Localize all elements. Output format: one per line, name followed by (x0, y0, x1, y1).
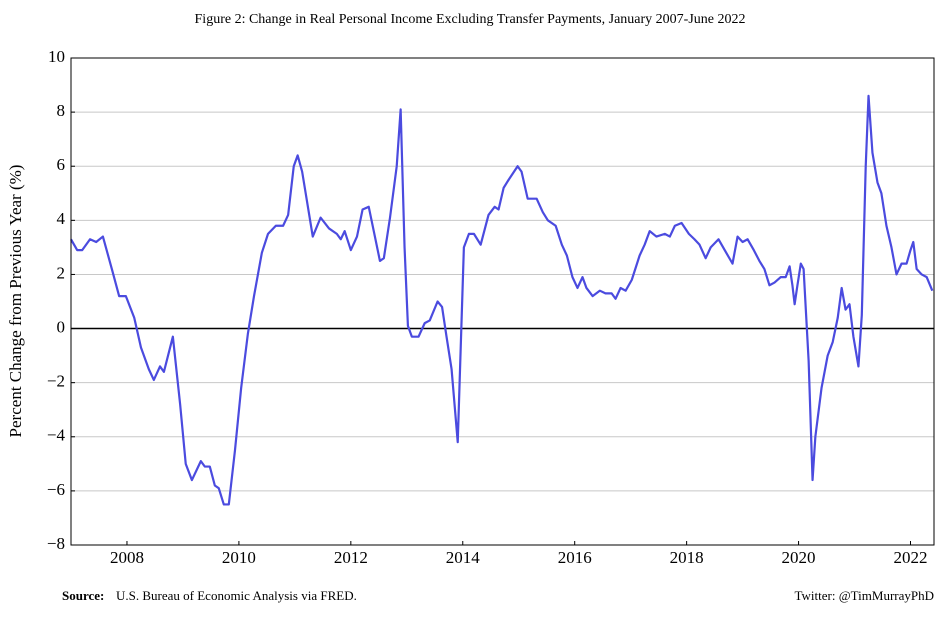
x-tick-label: 2016 (558, 548, 592, 567)
x-tick-label: 2020 (782, 548, 816, 567)
source: U.S. Bureau of Economic Analysis via FRE… (116, 588, 357, 603)
y-tick-label: 8 (57, 101, 66, 120)
y-tick-label: −2 (47, 372, 65, 391)
y-tick-label: 10 (48, 47, 65, 66)
credit: Twitter: @TimMurrayPhD (794, 588, 934, 603)
y-tick-label: 0 (57, 317, 66, 336)
x-tick-label: 2010 (222, 548, 256, 567)
plot-frame (70, 57, 935, 546)
y-tick-label: 4 (57, 209, 66, 228)
chart-title: Figure 2: Change in Real Personal Income… (195, 12, 746, 27)
y-tick-label: −6 (47, 480, 65, 499)
source-label: Source: (62, 588, 104, 603)
y-tick-label: 6 (57, 155, 66, 174)
x-tick-label: 2012 (334, 548, 368, 567)
y-axis-label: Percent Change from Previous Year (%) (6, 165, 25, 438)
y-tick-label: −4 (47, 426, 66, 445)
x-tick-label: 2014 (446, 548, 481, 567)
y-tick-label: 2 (57, 263, 66, 282)
data-line (70, 94, 934, 506)
x-tick-label: 2018 (670, 548, 704, 567)
x-tick-label: 2022 (893, 548, 927, 567)
x-tick-label: 2008 (110, 548, 144, 567)
y-tick-label: −8 (47, 534, 65, 553)
